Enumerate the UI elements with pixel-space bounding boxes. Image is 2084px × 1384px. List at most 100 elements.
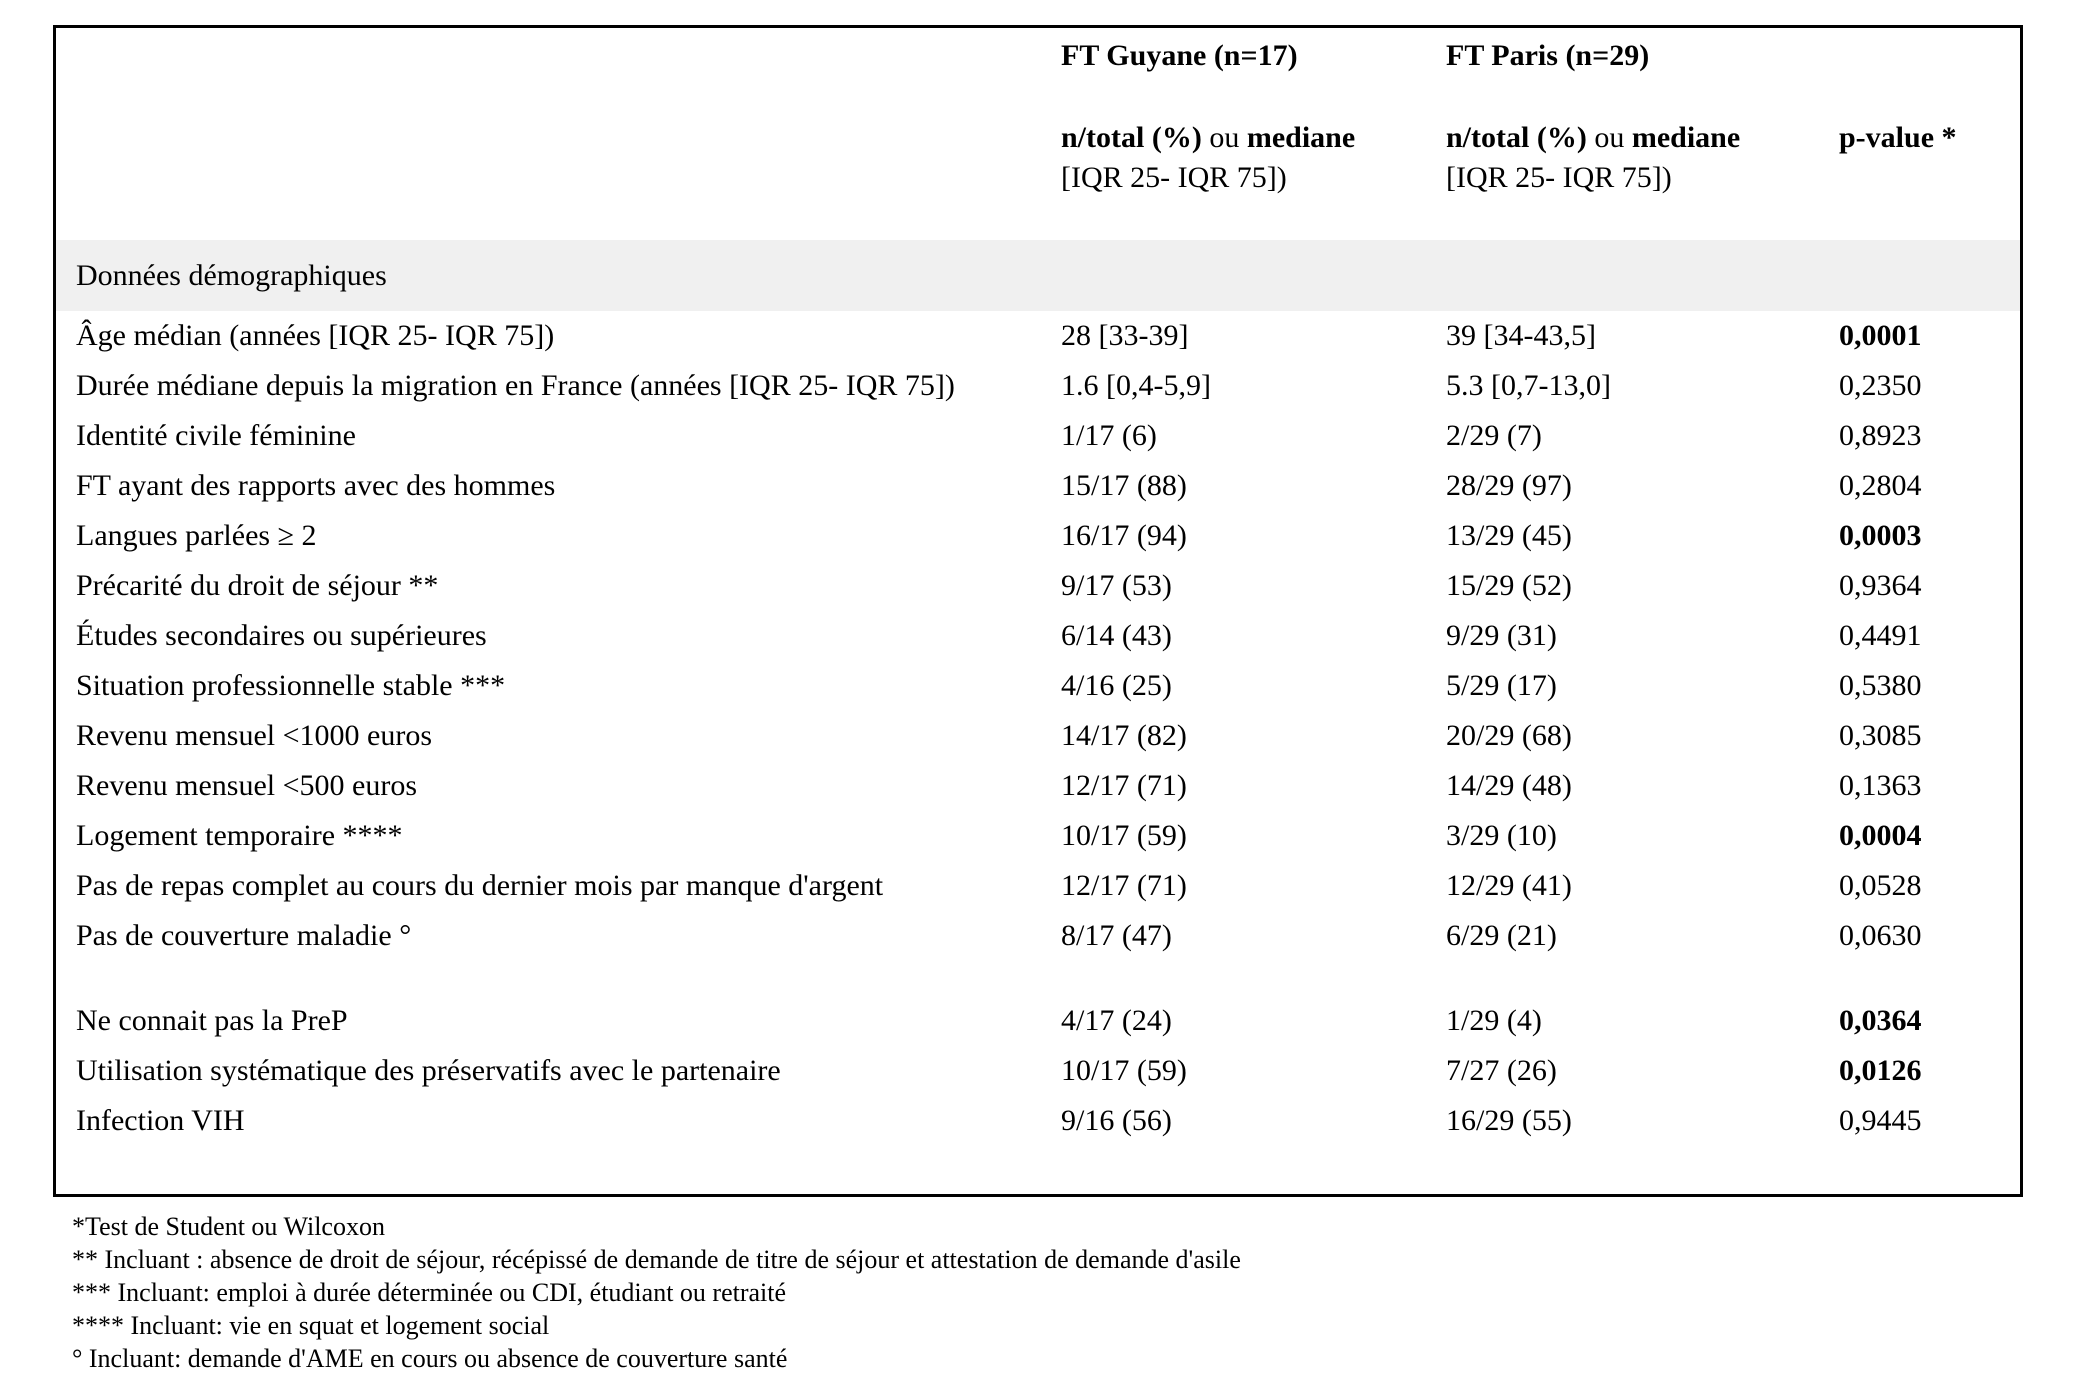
cell-pvalue: 0,0004 bbox=[1839, 819, 1922, 852]
sub-header-paris-ou: ou bbox=[1586, 121, 1632, 154]
group-header-empty bbox=[56, 36, 1061, 76]
cell-guyane: 8/17 (47) bbox=[1061, 919, 1172, 952]
sub-header-guyane-iqr: [IQR 25- IQR 75]) bbox=[1061, 161, 1287, 194]
cell-paris: 15/29 (52) bbox=[1446, 569, 1572, 602]
cell-guyane: 9/17 (53) bbox=[1061, 569, 1172, 602]
cell-guyane: 10/17 (59) bbox=[1061, 1054, 1187, 1087]
cell-guyane: 4/16 (25) bbox=[1061, 669, 1172, 702]
group-header-empty-right bbox=[1839, 36, 2020, 76]
section-row-demographics: Données démographiques bbox=[56, 240, 2020, 311]
cell-pvalue: 0,9364 bbox=[1839, 569, 1922, 602]
cell-pvalue: 0,0364 bbox=[1839, 1004, 1922, 1037]
comparison-table: FT Guyane (n=17) FT Paris (n=29) n/total… bbox=[53, 25, 2023, 1197]
table-row: Logement temporaire **** 10/17 (59) 3/29… bbox=[56, 811, 2020, 861]
table-row: Précarité du droit de séjour ** 9/17 (53… bbox=[56, 561, 2020, 611]
footnotes: *Test de Student ou Wilcoxon ** Incluant… bbox=[72, 1210, 1241, 1375]
row-label: Identité civile féminine bbox=[76, 419, 356, 452]
table-row: Identité civile féminine 1/17 (6) 2/29 (… bbox=[56, 411, 2020, 461]
cell-paris: 9/29 (31) bbox=[1446, 619, 1557, 652]
table-row: Ne connait pas la PreP 4/17 (24) 1/29 (4… bbox=[56, 996, 2020, 1046]
cell-paris: 20/29 (68) bbox=[1446, 719, 1572, 752]
cell-guyane: 16/17 (94) bbox=[1061, 519, 1187, 552]
cell-paris: 5.3 [0,7-13,0] bbox=[1446, 369, 1611, 402]
group-header-guyane: FT Guyane (n=17) bbox=[1061, 39, 1298, 72]
row-label: Infection VIH bbox=[76, 1104, 245, 1137]
row-label: Situation professionnelle stable *** bbox=[76, 669, 506, 702]
row-label: Revenu mensuel <500 euros bbox=[76, 769, 418, 802]
footnote-logement: **** Incluant: vie en squat et logement … bbox=[72, 1311, 550, 1340]
sub-header-guyane-ou: ou bbox=[1201, 121, 1247, 154]
group-header-row: FT Guyane (n=17) FT Paris (n=29) bbox=[56, 28, 2020, 76]
sub-header-guyane-ntotal: n/total (%) bbox=[1061, 121, 1202, 154]
cell-paris: 7/27 (26) bbox=[1446, 1054, 1557, 1087]
sub-header-paris: n/total (%) ou mediane [IQR 25- IQR 75]) bbox=[1446, 118, 1839, 198]
row-label: Durée médiane depuis la migration en Fra… bbox=[76, 369, 955, 402]
section-title: Données démographiques bbox=[76, 258, 387, 292]
table-row: Pas de repas complet au cours du dernier… bbox=[56, 861, 2020, 911]
table-row: Études secondaires ou supérieures 6/14 (… bbox=[56, 611, 2020, 661]
row-label: Ne connait pas la PreP bbox=[76, 1004, 348, 1037]
sub-header-row: n/total (%) ou mediane [IQR 25- IQR 75])… bbox=[56, 76, 2020, 198]
sub-header-paris-ntotal: n/total (%) bbox=[1446, 121, 1587, 154]
footnote-sejour: ** Incluant : absence de droit de séjour… bbox=[72, 1245, 1241, 1274]
cell-guyane: 12/17 (71) bbox=[1061, 769, 1187, 802]
cell-paris: 3/29 (10) bbox=[1446, 819, 1557, 852]
cell-paris: 12/29 (41) bbox=[1446, 869, 1572, 902]
cell-paris: 2/29 (7) bbox=[1446, 419, 1542, 452]
cell-guyane: 4/17 (24) bbox=[1061, 1004, 1172, 1037]
sub-header-paris-mediane: mediane bbox=[1631, 121, 1741, 154]
footnote-test: *Test de Student ou Wilcoxon bbox=[72, 1212, 385, 1241]
cell-guyane: 15/17 (88) bbox=[1061, 469, 1187, 502]
row-label: Études secondaires ou supérieures bbox=[76, 619, 487, 652]
row-label: Langues parlées ≥ 2 bbox=[76, 519, 317, 552]
table-row: Langues parlées ≥ 2 16/17 (94) 13/29 (45… bbox=[56, 511, 2020, 561]
cell-paris: 6/29 (21) bbox=[1446, 919, 1557, 952]
cell-guyane: 1.6 [0,4-5,9] bbox=[1061, 369, 1211, 402]
table-row: Situation professionnelle stable *** 4/1… bbox=[56, 661, 2020, 711]
sub-header-paris-iqr: [IQR 25- IQR 75]) bbox=[1446, 161, 1672, 194]
cell-pvalue: 0,3085 bbox=[1839, 719, 1922, 752]
pvalue-header: p-value * bbox=[1839, 121, 1957, 154]
table-row: Utilisation systématique des préservatif… bbox=[56, 1046, 2020, 1096]
cell-pvalue: 0,8923 bbox=[1839, 419, 1922, 452]
table-row: Infection VIH 9/16 (56) 16/29 (55) 0,944… bbox=[56, 1096, 2020, 1146]
cell-pvalue: 0,5380 bbox=[1839, 669, 1922, 702]
sub-header-guyane-mediane: mediane bbox=[1246, 121, 1356, 154]
cell-guyane: 1/17 (6) bbox=[1061, 419, 1157, 452]
cell-paris: 28/29 (97) bbox=[1446, 469, 1572, 502]
sub-header-empty bbox=[56, 118, 1061, 198]
cell-paris: 16/29 (55) bbox=[1446, 1104, 1572, 1137]
cell-pvalue: 0,1363 bbox=[1839, 769, 1922, 802]
table-row: Pas de couverture maladie ° 8/17 (47) 6/… bbox=[56, 911, 2020, 961]
cell-pvalue: 0,2804 bbox=[1839, 469, 1922, 502]
row-label: Précarité du droit de séjour ** bbox=[76, 569, 439, 602]
sub-header-guyane: n/total (%) ou mediane [IQR 25- IQR 75]) bbox=[1061, 118, 1446, 198]
cell-pvalue: 0,9445 bbox=[1839, 1104, 1922, 1137]
cell-pvalue: 0,0630 bbox=[1839, 919, 1922, 952]
cell-guyane: 28 [33-39] bbox=[1061, 319, 1189, 352]
cell-guyane: 14/17 (82) bbox=[1061, 719, 1187, 752]
footnote-couverture: ° Incluant: demande d'AME en cours ou ab… bbox=[72, 1344, 788, 1373]
cell-paris: 1/29 (4) bbox=[1446, 1004, 1542, 1037]
cell-pvalue: 0,2350 bbox=[1839, 369, 1922, 402]
row-label: Pas de couverture maladie ° bbox=[76, 919, 412, 952]
cell-guyane: 10/17 (59) bbox=[1061, 819, 1187, 852]
cell-pvalue: 0,0003 bbox=[1839, 519, 1922, 552]
cell-paris: 14/29 (48) bbox=[1446, 769, 1572, 802]
table-row: Durée médiane depuis la migration en Fra… bbox=[56, 361, 2020, 411]
cell-paris: 5/29 (17) bbox=[1446, 669, 1557, 702]
cell-paris: 39 [34-43,5] bbox=[1446, 319, 1596, 352]
row-spacer bbox=[56, 961, 2020, 996]
cell-guyane: 6/14 (43) bbox=[1061, 619, 1172, 652]
table-row: Âge médian (années [IQR 25- IQR 75]) 28 … bbox=[56, 311, 2020, 361]
row-label: Logement temporaire **** bbox=[76, 819, 403, 852]
row-label: FT ayant des rapports avec des hommes bbox=[76, 469, 556, 502]
cell-pvalue: 0,0001 bbox=[1839, 319, 1922, 352]
table-row: FT ayant des rapports avec des hommes 15… bbox=[56, 461, 2020, 511]
cell-pvalue: 0,0528 bbox=[1839, 869, 1922, 902]
row-label: Utilisation systématique des préservatif… bbox=[76, 1054, 781, 1087]
cell-guyane: 12/17 (71) bbox=[1061, 869, 1187, 902]
cell-pvalue: 0,0126 bbox=[1839, 1054, 1922, 1087]
row-label: Revenu mensuel <1000 euros bbox=[76, 719, 433, 752]
row-label: Pas de repas complet au cours du dernier… bbox=[76, 869, 884, 902]
